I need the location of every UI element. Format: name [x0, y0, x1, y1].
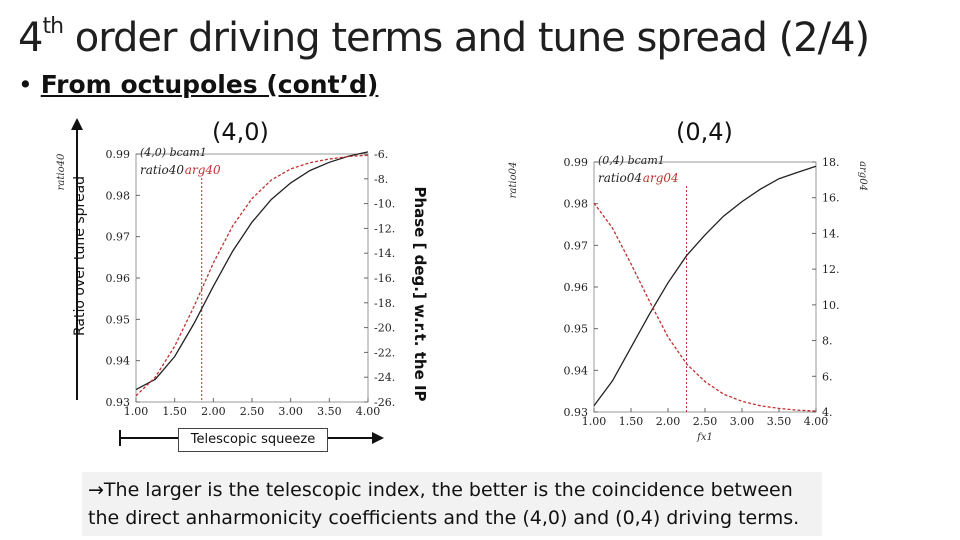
y2-tick-label: -24. [374, 371, 395, 384]
y-tick-label: 0.96 [564, 281, 589, 294]
y2-tick-label: 10. [822, 299, 840, 312]
y-tick-label: 0.99 [106, 148, 131, 161]
y2-tick-label: -22. [374, 346, 395, 359]
x-tick-label: 2.50 [693, 415, 718, 428]
y2-tick-label: -20. [374, 322, 395, 335]
plot-frame [135, 153, 369, 403]
phase-note: Phase [ deg.] w.r.t. the IP [411, 186, 429, 402]
x-tick-label: 3.50 [767, 415, 792, 428]
x-tick-label: 2.50 [240, 405, 265, 418]
series-ratio40 [135, 151, 369, 391]
series-ratio04 [593, 165, 817, 407]
y-tick-label: 0.96 [106, 272, 131, 285]
y2-tick-label: -10. [374, 198, 395, 211]
y-tick-label: 0.97 [106, 231, 131, 244]
x-tick-label: 3.00 [730, 415, 755, 428]
phase-note-box: Phase [ deg.] w.r.t. the IP [408, 186, 432, 401]
y2-tick-label: -18. [374, 297, 395, 310]
y2-tick-label: 4. [822, 406, 833, 419]
x-tick-label: 1.50 [162, 405, 187, 418]
y-axis-note-box: Ratio over tune spread [70, 164, 90, 348]
left-chart: 1.00 1.50 2.00 2.50 3.00 3.50 4.00 0.99 0.98 0.97… [56, 138, 420, 420]
legend-series-2: arg40 [185, 163, 221, 177]
right-chart: 1.00 1.50 2.00 2.50 3.00 3.50 4.00 0.99 0.98 0.97… [506, 146, 868, 448]
y2-tick-label: -12. [374, 222, 395, 235]
y-axis-note: Ratio over tune spread [72, 175, 88, 337]
series-arg04 [593, 202, 817, 412]
x-tick-label: 2.00 [201, 405, 226, 418]
x-tick-label: 1.00 [124, 405, 149, 418]
left-chart-svg: 1.00 1.50 2.00 2.50 3.00 3.50 4.00 0.99 0.98 0.97… [56, 146, 420, 418]
legend-series-1: ratio04 [598, 171, 642, 185]
y-tick-label: 0.95 [564, 323, 589, 336]
y2-tick-label: -8. [374, 173, 388, 186]
x-tick-label: 3.50 [317, 405, 342, 418]
bullet-text: From octupoles (cont’d) [40, 70, 379, 99]
y-tick-label: 0.93 [564, 406, 589, 419]
y2-tick-label: -6. [374, 148, 388, 161]
y-tick-label: 0.98 [106, 189, 131, 202]
y2-tick-label: -14. [374, 247, 395, 260]
y2-tick-label: 14. [822, 227, 840, 240]
y-tick-label: 0.98 [564, 198, 589, 211]
x-tick-label: 4.00 [804, 415, 829, 428]
y-tick-label: 0.99 [564, 156, 589, 169]
y2-tick-label: 12. [822, 263, 840, 276]
conclusion-text: The larger is the telescopic index, the … [88, 479, 800, 529]
x-arrow-head [372, 432, 384, 444]
x-tick-label: 4.00 [356, 405, 381, 418]
legend-series-2: arg04 [643, 171, 679, 185]
x-axis-note: Telescopic squeeze [178, 428, 328, 452]
y2-tick-label: 18. [822, 156, 840, 169]
left-plot-title: (4,0) [212, 118, 269, 146]
bullet-mark: • [18, 70, 33, 99]
y2-tick-label: 6. [822, 370, 833, 383]
legend-series-1: ratio40 [140, 163, 184, 177]
y2-tick-label: 16. [822, 192, 840, 205]
legend-header: (0,4) bcam1 [598, 154, 665, 167]
bullet-point: • From octupoles (cont’d) [18, 70, 378, 99]
y2-axis-name: arg04 [857, 161, 868, 191]
right-plot-title: (0,4) [676, 118, 733, 146]
right-chart-svg: 1.00 1.50 2.00 2.50 3.00 3.50 4.00 0.99 0.98 0.97… [508, 154, 868, 443]
x-tick-label: 2.00 [656, 415, 681, 428]
series-arg40 [135, 154, 369, 397]
legend-header: (4,0) bcam1 [140, 146, 207, 159]
y2-tick-label: 8. [822, 335, 833, 348]
y-tick-label: 0.97 [564, 239, 589, 252]
y-tick-label: 0.94 [106, 355, 131, 368]
y2-tick-label: -26. [374, 396, 395, 409]
y-tick-label: 0.95 [106, 313, 131, 326]
x-tick-label: 1.50 [619, 415, 644, 428]
x-tick-label: 1.00 [582, 415, 607, 428]
x-tick-label: 3.00 [278, 405, 303, 418]
arrow-icon: → [88, 479, 104, 501]
slide-title: 4th order driving terms and tune spread … [18, 14, 870, 61]
y-tick-label: 0.93 [106, 396, 131, 409]
y-axis-name: ratio40 [56, 153, 67, 190]
y2-tick-label: -16. [374, 272, 395, 285]
x-axis-name: fx1 [696, 432, 713, 443]
y-axis-name: ratio04 [508, 162, 519, 199]
conclusion-box: →The larger is the telescopic index, the… [82, 472, 822, 536]
plot-frame [593, 161, 817, 413]
y-arrow-head [71, 118, 83, 130]
y-tick-label: 0.94 [564, 364, 589, 377]
